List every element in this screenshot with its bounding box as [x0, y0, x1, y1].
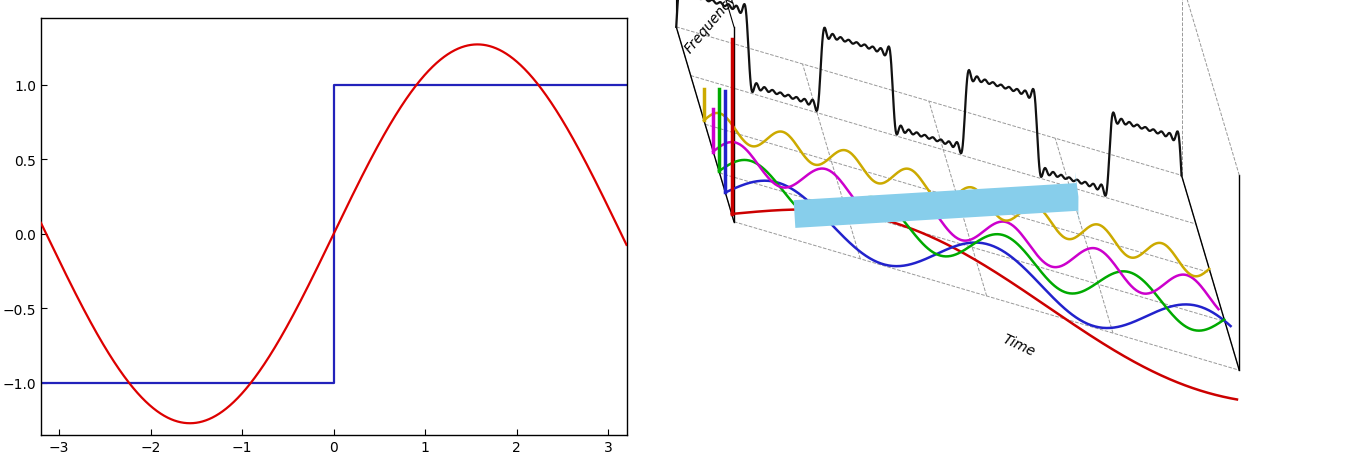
Text: Time: Time	[1000, 332, 1038, 359]
Text: Frequency: Frequency	[682, 0, 740, 56]
